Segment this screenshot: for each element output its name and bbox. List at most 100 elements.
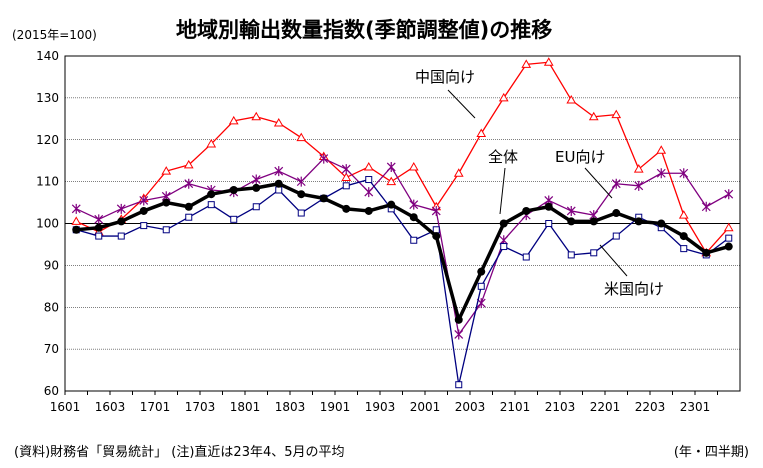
data-point (252, 203, 260, 211)
data-point (387, 200, 396, 209)
y-tick-label: 140 (36, 49, 59, 63)
series-line (76, 181, 730, 322)
data-point (94, 223, 103, 232)
unit-label: (2015年=100) (12, 28, 97, 42)
data-point (229, 186, 238, 194)
data-point (454, 315, 463, 324)
data-point (431, 205, 441, 216)
data-point (274, 179, 283, 188)
data-point (273, 117, 284, 127)
data-point (342, 204, 351, 213)
data-point (206, 138, 217, 148)
data-point (140, 222, 148, 230)
data-point (679, 168, 689, 179)
x-axis-ticks: 1601 1603 1701 1703 1801 1803 1901 1903 2001 2003… (50, 391, 718, 414)
data-point (680, 245, 688, 253)
x-tick-label: 2103 (545, 400, 576, 414)
data-point (228, 115, 239, 125)
data-point (341, 164, 351, 175)
data-point (567, 217, 576, 226)
x-tick-label: 2301 (680, 400, 711, 414)
data-point (611, 178, 621, 189)
data-point (701, 201, 711, 212)
data-point (251, 174, 261, 185)
y-tick-label: 120 (36, 133, 59, 147)
data-point (71, 203, 81, 214)
data-point (139, 195, 149, 206)
data-point (588, 111, 599, 121)
data-point (724, 189, 734, 200)
data-point (634, 217, 643, 226)
x-tick-label: 2203 (635, 400, 666, 414)
data-point (275, 186, 283, 194)
annotation-label: 米国向け (604, 280, 664, 298)
data-point (319, 153, 329, 164)
annotation-leader (584, 167, 613, 199)
data-point (522, 253, 530, 261)
annotation-label: 全体 (488, 148, 518, 166)
x-tick-label: 2201 (590, 400, 621, 414)
annotation-leader (447, 89, 476, 119)
x-tick-label: 1803 (275, 400, 306, 414)
data-point (365, 176, 373, 184)
data-point (498, 92, 509, 102)
data-point (95, 232, 103, 240)
series-group (71, 57, 734, 389)
x-tick-label: 1801 (230, 400, 261, 414)
data-point (566, 94, 577, 104)
data-point (455, 381, 463, 389)
data-point (724, 242, 733, 251)
data-point (499, 219, 508, 228)
series-circle (72, 179, 733, 324)
data-point (162, 226, 170, 234)
data-point (678, 210, 689, 219)
y-tick-label: 70 (44, 342, 59, 356)
data-point (679, 232, 688, 241)
data-point (566, 205, 576, 216)
data-point (408, 161, 419, 171)
data-point (476, 128, 487, 137)
data-point (161, 166, 172, 175)
x-axis-unit: (年・四半期) (673, 445, 749, 460)
annotation-leader (499, 167, 506, 215)
data-point (184, 202, 193, 211)
data-point (94, 214, 104, 225)
data-point (364, 206, 373, 215)
data-point (522, 206, 531, 215)
data-point (386, 176, 397, 186)
data-point (116, 203, 126, 214)
x-tick-label: 2101 (500, 400, 531, 414)
data-point (410, 236, 418, 244)
data-point (454, 329, 464, 340)
source-note: (資料)財務省「貿易統計」 (注)直近は23年4、5月の平均 (14, 445, 345, 460)
data-point (296, 132, 307, 142)
annotation-label: 中国向け (415, 68, 475, 86)
x-tick-label: 1701 (140, 400, 171, 414)
data-point (230, 215, 238, 223)
data-point (453, 168, 464, 177)
data-point (297, 209, 305, 217)
series-star (71, 153, 734, 340)
data-point (612, 232, 620, 240)
data-point (117, 217, 126, 226)
y-tick-label: 90 (44, 258, 59, 272)
data-point (657, 219, 666, 228)
data-point (139, 206, 148, 215)
data-point (409, 213, 418, 222)
data-point (521, 59, 532, 68)
data-point (386, 161, 396, 172)
data-point (162, 198, 171, 207)
data-point (545, 220, 553, 227)
x-tick-label: 1901 (320, 400, 351, 414)
data-point (634, 180, 644, 191)
data-point (363, 161, 374, 171)
data-point (251, 111, 262, 121)
data-point (612, 209, 621, 218)
x-tick-label: 2003 (455, 400, 486, 414)
data-point (544, 202, 553, 211)
data-point (185, 213, 193, 221)
data-point (656, 145, 667, 154)
data-point (725, 234, 733, 242)
